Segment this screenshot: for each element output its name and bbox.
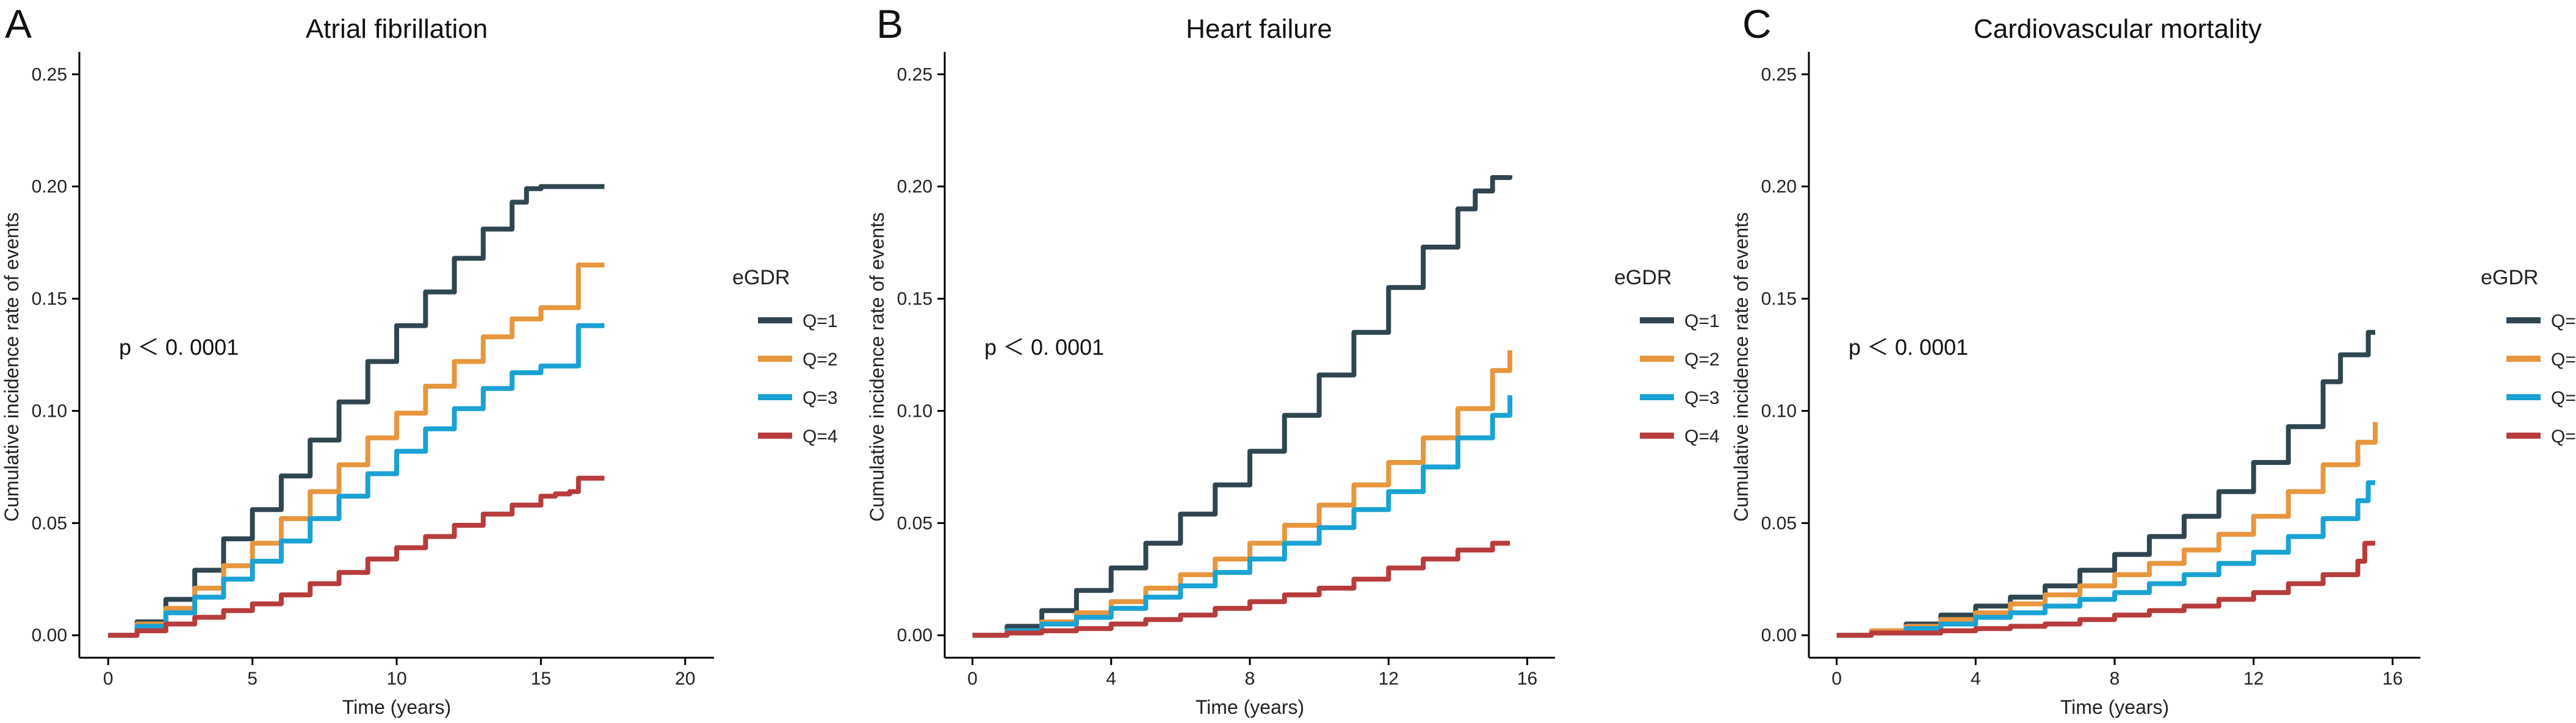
- series-line-Q1: [972, 175, 1513, 638]
- x-tick-label: 8: [1245, 669, 1255, 689]
- legend-label-Q2: Q=2: [1684, 350, 1720, 370]
- y-tick-label: 0.25: [897, 65, 933, 85]
- y-tick-label: 0.05: [1761, 513, 1797, 533]
- panel-b: B Heart failure 0.00 0.05 0.10 0.15 0.20 0.25 0 4…: [866, 1, 1720, 718]
- y-tick-label: 0.10: [32, 401, 67, 421]
- legend-label-Q4: Q=4: [1684, 426, 1720, 447]
- x-axis-label: Time (years): [1196, 696, 1304, 718]
- legend-label-Q3: Q=3: [2551, 388, 2576, 408]
- legend: eGDR Q=1 Q=2 Q=3 Q=4: [732, 266, 838, 447]
- panel-title: Cardiovascular mortality: [1974, 14, 2262, 44]
- y-tick-label: 0.15: [897, 289, 933, 309]
- x-tick-label: 10: [386, 669, 406, 689]
- y-tick-label: 0.25: [32, 65, 67, 85]
- y-tick-label: 0.05: [32, 513, 67, 533]
- series-line-Q4: [108, 475, 605, 638]
- panel-letter: B: [876, 1, 903, 46]
- x-tick-label: 16: [1517, 669, 1537, 689]
- panel-letter: C: [1742, 1, 1772, 46]
- y-tick-label: 0.05: [897, 513, 933, 533]
- y-axis-label: Cumulative incidence rate of events: [1730, 212, 1752, 522]
- panel-title: Atrial fibrillation: [306, 14, 488, 44]
- legend-title: eGDR: [732, 266, 790, 289]
- series-line-Q2: [108, 262, 605, 638]
- y-tick-label: 0.25: [1761, 65, 1797, 85]
- legend-label-Q4: Q=4: [803, 426, 838, 447]
- legend-label-Q2: Q=2: [2551, 350, 2576, 370]
- series-line-Q3: [1836, 480, 2375, 638]
- series-line-Q3: [972, 395, 1513, 638]
- x-tick-label: 0: [1831, 669, 1842, 689]
- panel-a: A Atrial fibrillation 0.00 0.05 0.10 0.15 0.20…: [1, 1, 838, 718]
- series-line-Q4: [1836, 541, 2375, 638]
- x-tick-label: 0: [103, 669, 114, 689]
- p-value-annotation: p ＜ 0. 0001: [119, 335, 239, 360]
- y-tick-label: 0.10: [1761, 401, 1797, 421]
- x-tick-label: 12: [2243, 669, 2264, 689]
- x-tick-label: 15: [531, 669, 551, 689]
- legend-label-Q3: Q=3: [803, 388, 838, 408]
- series-line-Q4: [972, 541, 1510, 638]
- series-line-Q1: [1836, 329, 2375, 638]
- y-tick-label: 0.20: [32, 177, 67, 197]
- legend-title: eGDR: [2481, 266, 2538, 289]
- series-line-Q1: [108, 184, 605, 638]
- legend-label-Q2: Q=2: [803, 350, 838, 370]
- series-line-Q2: [1836, 422, 2378, 638]
- y-tick-label: 0.20: [897, 177, 933, 197]
- p-value-annotation: p ＜ 0. 0001: [984, 335, 1104, 360]
- panel-title: Heart failure: [1186, 14, 1332, 44]
- y-tick-label: 0.00: [1761, 625, 1797, 646]
- panel-letter: A: [5, 1, 32, 46]
- legend-label-Q3: Q=3: [1684, 388, 1720, 408]
- y-axis-label: Cumulative incidence rate of events: [1, 212, 23, 522]
- x-tick-label: 20: [675, 669, 695, 689]
- legend-title: eGDR: [1614, 266, 1672, 289]
- x-tick-label: 4: [1106, 669, 1116, 689]
- y-tick-label: 0.00: [897, 625, 933, 646]
- series-line-Q2: [972, 350, 1513, 638]
- panel-c: C Cardiovascular mortality 0.00 0.05 0.10 0.1…: [1730, 1, 2576, 718]
- x-tick-label: 5: [247, 669, 258, 689]
- legend: eGDR Q=1 Q=2 Q=3 Q=4: [2481, 266, 2576, 447]
- series-line-Q3: [108, 323, 605, 638]
- y-tick-label: 0.15: [32, 289, 67, 309]
- x-axis-label: Time (years): [342, 696, 451, 718]
- x-tick-label: 8: [2110, 669, 2120, 689]
- p-value-annotation: p ＜ 0. 0001: [1849, 335, 1968, 360]
- y-tick-label: 0.00: [32, 625, 67, 646]
- x-tick-label: 0: [967, 669, 978, 689]
- x-tick-label: 12: [1379, 669, 1399, 689]
- legend-label-Q1: Q=1: [1684, 311, 1720, 331]
- x-tick-label: 4: [1971, 669, 1981, 689]
- x-tick-label: 16: [2383, 669, 2403, 689]
- y-axis-label: Cumulative incidence rate of events: [866, 212, 888, 522]
- legend: eGDR Q=1 Q=2 Q=3 Q=4: [1614, 266, 1720, 447]
- x-axis-label: Time (years): [2060, 696, 2169, 718]
- legend-label-Q1: Q=1: [2551, 311, 2576, 331]
- y-tick-label: 0.20: [1761, 177, 1797, 197]
- legend-label-Q1: Q=1: [803, 311, 838, 331]
- y-tick-label: 0.10: [897, 401, 933, 421]
- legend-label-Q4: Q=4: [2551, 426, 2576, 447]
- y-tick-label: 0.15: [1761, 289, 1797, 309]
